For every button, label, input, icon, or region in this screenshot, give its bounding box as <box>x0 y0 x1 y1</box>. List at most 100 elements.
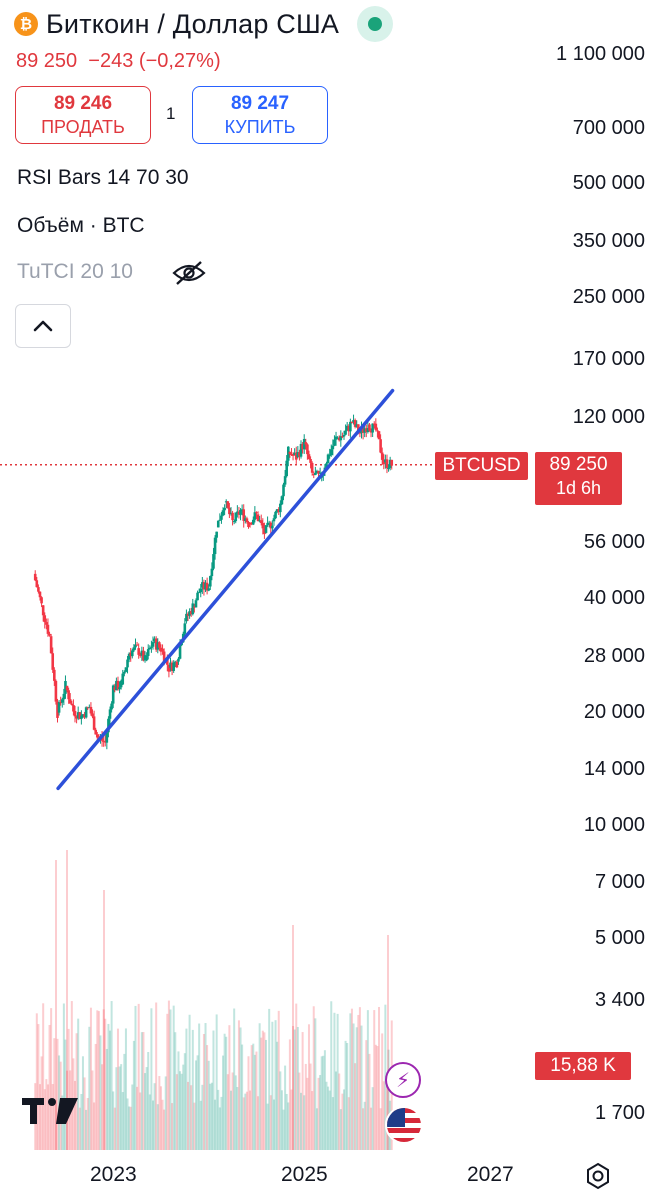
lightning-icon[interactable]: ⚡ <box>385 1062 421 1098</box>
candle-body <box>142 650 145 661</box>
eye-hidden-icon[interactable] <box>172 260 206 291</box>
candle-body <box>107 718 110 733</box>
market-status-indicator[interactable] <box>357 6 394 42</box>
volume-bar <box>179 1071 182 1150</box>
candle-body <box>183 623 187 634</box>
volume-bar <box>276 1041 279 1150</box>
candle-body <box>119 680 123 688</box>
candle-body <box>150 646 153 648</box>
candle-body <box>345 425 349 431</box>
collapse-indicators-button[interactable] <box>15 304 71 348</box>
volume-bar <box>218 1107 221 1150</box>
indicator-rsi-bars[interactable]: RSI Bars 14 70 30 <box>17 166 189 189</box>
candle-body <box>291 454 295 456</box>
candle-body <box>205 582 209 591</box>
volume-bar <box>217 1089 220 1150</box>
volume-bar <box>97 1011 100 1150</box>
volume-bar <box>257 1096 260 1150</box>
candle-body <box>204 582 207 590</box>
indicator-volume[interactable]: Объём · BTC <box>17 214 145 237</box>
candle-body <box>83 714 86 718</box>
candle-body <box>60 699 64 703</box>
volume-bar <box>252 1043 255 1150</box>
volume-bar <box>320 1056 323 1150</box>
x-axis-tick: 2023 <box>90 1163 137 1186</box>
y-axis-tick: 7 000 <box>594 871 645 893</box>
sell-button[interactable]: 89 246 ПРОДАТЬ <box>15 86 151 144</box>
volume-bar <box>190 1085 193 1150</box>
candle-body <box>294 452 298 460</box>
candle-body <box>123 671 126 674</box>
candle-body <box>215 531 218 538</box>
us-flag-icon[interactable] <box>385 1106 423 1144</box>
volume-bar <box>67 1028 70 1150</box>
volume-bar <box>81 1056 84 1150</box>
volume-bar <box>187 1081 190 1150</box>
volume-bar <box>374 1044 377 1150</box>
candle-body <box>344 430 347 435</box>
symbol-title[interactable]: Биткоин / Доллар США <box>46 8 340 39</box>
volume-bar <box>156 1104 159 1150</box>
candle-body <box>290 453 293 455</box>
volume-bar <box>46 1084 49 1150</box>
volume-bar <box>196 1055 199 1150</box>
volume-bar <box>241 1044 244 1150</box>
candle-body <box>382 459 386 465</box>
volume-bar <box>285 1093 288 1150</box>
volume-bar <box>349 1013 352 1150</box>
volume-bar <box>101 1064 104 1150</box>
candle-body <box>202 582 206 590</box>
candle-body <box>126 659 129 668</box>
indicator-tutci[interactable]: TuTCI 20 10 <box>17 260 133 283</box>
candle-body <box>135 644 139 646</box>
candle-body <box>229 512 233 515</box>
candle-body <box>193 606 196 608</box>
buy-button[interactable]: 89 247 КУПИТЬ <box>192 86 328 144</box>
candle-body <box>364 428 368 432</box>
candle-body <box>237 511 241 515</box>
volume-bar <box>123 1053 126 1150</box>
volume-bar <box>366 1010 369 1150</box>
candle-body <box>151 642 155 647</box>
volume-bar <box>120 1064 123 1150</box>
volume-bar <box>344 1040 347 1150</box>
spread-value: 1 <box>166 104 176 123</box>
volume-bar <box>91 1070 94 1150</box>
volume-bar <box>164 1076 167 1150</box>
symbol-header[interactable]: ₿ Биткоин / Доллар США <box>14 6 394 42</box>
candle-body <box>350 421 354 423</box>
volume-bars <box>34 850 393 1150</box>
volume-bar <box>70 1001 73 1150</box>
candle-body <box>325 463 328 468</box>
candle-body <box>266 522 269 526</box>
candle-body <box>110 703 113 710</box>
volume-bar <box>274 1020 277 1150</box>
volume-bar <box>161 1099 164 1150</box>
candle-body <box>154 638 158 650</box>
volume-bar <box>242 1097 245 1150</box>
candle-body <box>86 707 90 709</box>
y-axis-tick: 40 000 <box>583 587 645 609</box>
volume-bar <box>347 1097 350 1150</box>
volume-bar <box>280 1090 283 1150</box>
volume-bar <box>136 1086 139 1150</box>
tradingview-logo[interactable] <box>22 1096 78 1134</box>
y-axis-tick: 28 000 <box>583 645 645 667</box>
candle-body <box>244 518 247 521</box>
volume-bar <box>355 1027 358 1150</box>
volume-bar <box>55 860 57 1150</box>
y-axis-tick: 120 000 <box>572 406 645 428</box>
candle-body <box>299 443 303 457</box>
settings-icon[interactable] <box>584 1162 612 1195</box>
candle-body <box>245 518 249 523</box>
candle-body <box>118 687 121 690</box>
candle-body <box>372 423 376 425</box>
candle-body <box>263 528 266 535</box>
volume-bar <box>362 1108 365 1150</box>
y-axis-tick: 56 000 <box>583 531 645 553</box>
volume-bar <box>64 1039 67 1150</box>
candle-body <box>250 523 253 525</box>
trendline[interactable] <box>56 388 395 791</box>
volume-bar <box>319 1075 322 1150</box>
candle-body <box>240 509 244 511</box>
